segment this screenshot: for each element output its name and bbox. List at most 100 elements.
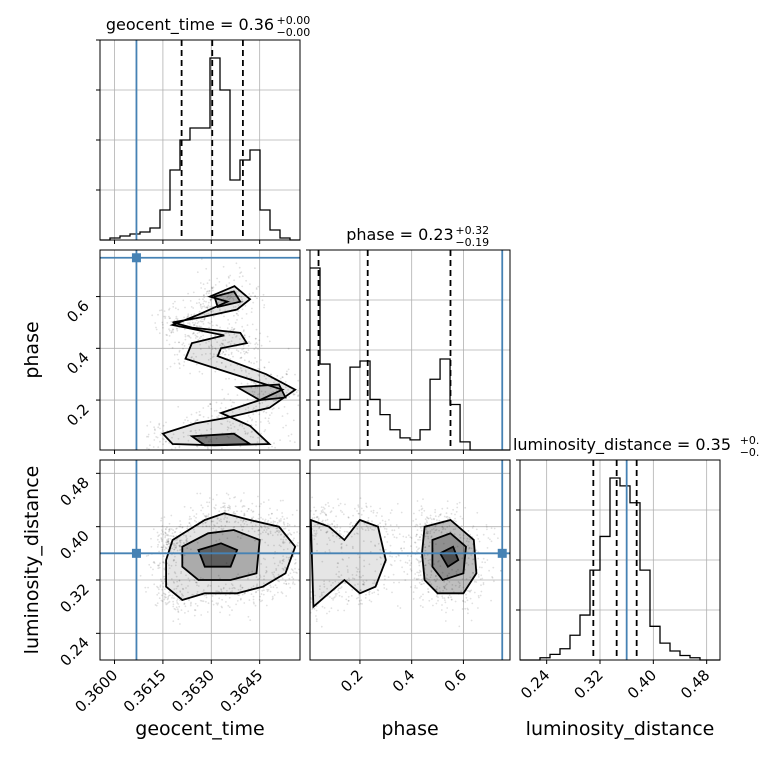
hist-bar-phase-10 (410, 440, 420, 450)
ytick-label-luminosity_distance-1: 0.32 (56, 580, 92, 616)
panel-title-sub-luminosity_distance: −0.04 (740, 446, 760, 459)
xtick-label-geocent_time-3: 0.3645 (217, 666, 267, 716)
ytick-label-luminosity_distance-0: 0.24 (56, 633, 92, 669)
panel-frame-10 (99, 249, 301, 451)
hist-panel-phase (306, 249, 511, 451)
hist-panel-geocent_time (96, 39, 301, 241)
hist-bar-luminosity_distance-14 (660, 643, 670, 660)
hist-line-luminosity_distance (520, 477, 720, 661)
hist-panel-luminosity_distance (516, 459, 721, 661)
hist-bar-phase-11 (420, 430, 430, 450)
density-phase_vs_geocent_time-0 (162, 286, 296, 446)
xtick-label-luminosity_distance-2: 0.40 (624, 666, 660, 702)
ytick-label-phase-0: 0.2 (63, 400, 93, 430)
x-axis-label-geocent_time: geocent_time (135, 718, 264, 740)
contour-luminosity_distance_vs_geocent_time-1 (181, 529, 261, 581)
panel-phase-vs-geocent_time (100, 250, 300, 450)
density-luminosity_distance_vs_phase-0 (310, 520, 386, 607)
panel-frame-21 (309, 459, 511, 661)
hist-bar-geocent_time-12 (220, 90, 230, 240)
hist-bar-phase-14 (450, 405, 460, 451)
hist-bar-luminosity_distance-10 (620, 486, 630, 660)
hist-bar-geocent_time-17 (270, 230, 280, 240)
panel-title-sub-phase: −0.19 (455, 236, 489, 249)
hist-bar-phase-2 (330, 410, 340, 450)
panel-title-sup-luminosity_distance: +0.03 (740, 434, 760, 447)
hist-bar-luminosity_distance-12 (640, 570, 650, 660)
hist-bar-luminosity_distance-9 (610, 478, 620, 660)
y-axis-label-phase: phase (21, 321, 43, 378)
panel-luminosity_distance-vs-phase (310, 460, 510, 660)
panel-title-luminosity_distance: luminosity_distance = 0.35 +0.03−0.04 (513, 434, 760, 459)
density-luminosity_distance_vs_phase-2 (432, 533, 466, 580)
x-axis-label-phase: phase (381, 718, 438, 740)
hist-bar-luminosity_distance-11 (630, 503, 640, 660)
xtick-label-phase-0: 0.2 (337, 666, 367, 696)
density-phase_vs_geocent_time-3 (191, 433, 250, 446)
xtick-label-luminosity_distance-3: 0.48 (677, 666, 713, 702)
hist-bar-phase-7 (380, 415, 390, 450)
ytick-label-phase-2: 0.6 (63, 297, 93, 327)
x-axis-label-luminosity_distance: luminosity_distance (526, 718, 715, 740)
hist-bar-phase-12 (430, 379, 440, 450)
hist-bar-geocent_time-9 (190, 128, 200, 240)
hist-bar-geocent_time-4 (140, 232, 150, 240)
hist-bar-luminosity_distance-3 (550, 654, 560, 660)
hist-bar-luminosity_distance-7 (590, 570, 600, 660)
xtick-label-geocent_time-2: 0.3630 (168, 666, 218, 716)
hist-bar-phase-4 (350, 367, 360, 450)
hist-bar-luminosity_distance-8 (600, 536, 610, 660)
hist-bar-luminosity_distance-13 (650, 626, 660, 660)
panel-title-main-phase: phase = 0.23 (346, 225, 453, 244)
ytick-label-luminosity_distance-3: 0.48 (56, 473, 92, 509)
xtick-label-phase-1: 0.4 (389, 666, 419, 696)
hist-bar-phase-6 (370, 399, 380, 450)
panel-title-main-geocent_time: geocent_time = 0.36 (106, 15, 274, 35)
contour-luminosity_distance_vs_geocent_time-0 (165, 512, 297, 601)
hist-bar-geocent_time-15 (250, 150, 260, 240)
hist-bar-luminosity_distance-6 (580, 615, 590, 660)
xtick-label-luminosity_distance-1: 0.32 (570, 666, 606, 702)
hist-bar-phase-8 (390, 430, 400, 450)
hist-bar-geocent_time-16 (260, 210, 270, 240)
hist-bar-luminosity_distance-4 (560, 649, 570, 660)
density-luminosity_distance_vs_geocent_time-2 (198, 543, 238, 567)
contour-phase_vs_geocent_time-3 (189, 432, 253, 447)
panel-title-sub-geocent_time: −0.00 (277, 26, 311, 39)
hist-line-geocent_time (100, 57, 300, 241)
hist-bar-geocent_time-6 (160, 210, 170, 240)
contour-luminosity_distance_vs_phase-0 (310, 518, 387, 609)
hist-bar-phase-15 (460, 442, 470, 450)
truth-point-10 (131, 253, 141, 263)
hist-bar-geocent_time-10 (200, 128, 210, 240)
density-luminosity_distance_vs_geocent_time-0 (166, 513, 296, 600)
hist-bar-geocent_time-5 (150, 228, 160, 240)
hist-bar-geocent_time-7 (170, 170, 180, 240)
contour-luminosity_distance_vs_phase-1 (421, 519, 478, 595)
contour-phase_vs_geocent_time-0 (161, 285, 297, 447)
hist-bar-phase-1 (320, 364, 330, 450)
contour-luminosity_distance_vs_phase-3 (438, 545, 460, 568)
y-axis-label-luminosity_distance: luminosity_distance (21, 466, 43, 655)
ytick-label-luminosity_distance-2: 0.40 (56, 527, 92, 563)
density-phase_vs_geocent_time-2 (237, 384, 286, 401)
hist-bar-geocent_time-13 (230, 180, 240, 240)
panel-title-geocent_time: geocent_time = 0.36 +0.00−0.00 (106, 14, 310, 39)
hist-bar-phase-3 (340, 399, 350, 450)
truth-point-21 (497, 548, 507, 558)
panel-title-phase: phase = 0.23 +0.32−0.19 (346, 224, 489, 249)
panel-title-sup-geocent_time: +0.00 (277, 14, 311, 27)
density-luminosity_distance_vs_geocent_time-1 (182, 530, 260, 580)
scatter-luminosity_distance-vs-geocent_time (139, 492, 300, 625)
contour-luminosity_distance_vs_geocent_time-2 (197, 542, 239, 568)
contour-phase_vs_geocent_time-2 (234, 383, 287, 402)
panel-frame-20 (99, 459, 301, 661)
hist-bar-luminosity_distance-16 (680, 656, 690, 660)
xtick-label-geocent_time-0: 0.3600 (71, 666, 121, 716)
hist-bar-phase-13 (440, 359, 450, 450)
panel-title-sup-phase: +0.32 (455, 224, 489, 237)
hist-line-phase (310, 267, 510, 451)
hist-bar-luminosity_distance-5 (570, 635, 580, 660)
xtick-label-geocent_time-1: 0.3615 (120, 666, 170, 716)
